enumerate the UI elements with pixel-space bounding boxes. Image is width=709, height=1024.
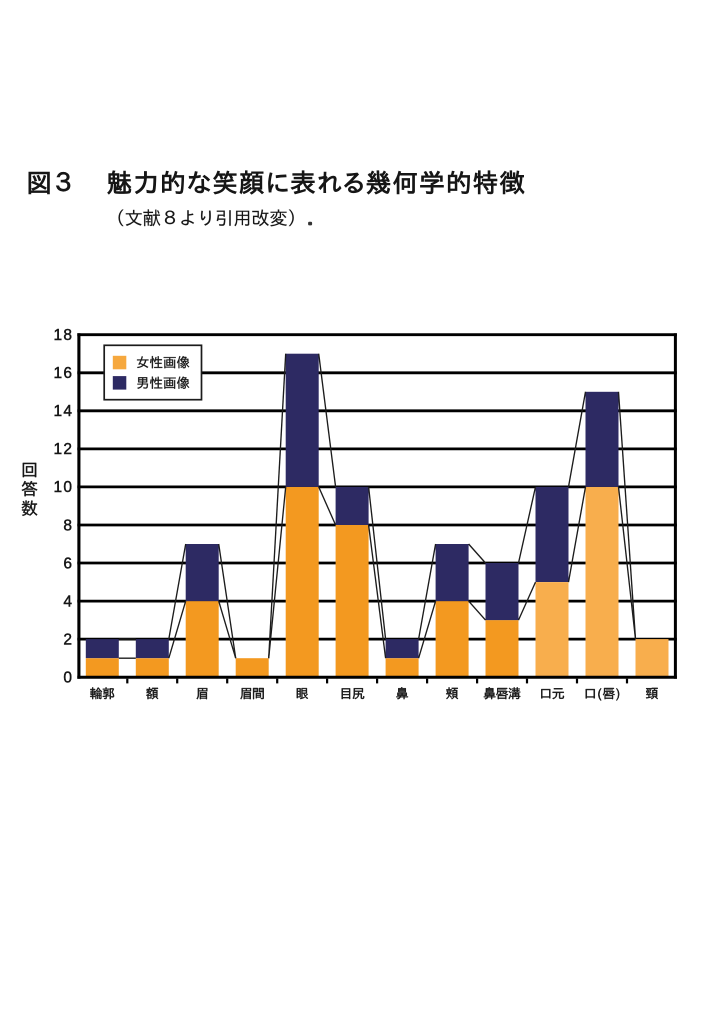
svg-text:2: 2 (63, 631, 73, 648)
svg-text:16: 16 (53, 365, 73, 382)
svg-text:4: 4 (63, 593, 73, 610)
svg-text:14: 14 (53, 403, 73, 420)
svg-text:10: 10 (53, 479, 73, 496)
svg-text:8: 8 (63, 517, 73, 534)
svg-text:6: 6 (63, 555, 73, 572)
svg-text:12: 12 (53, 441, 73, 458)
svg-text:18: 18 (53, 327, 73, 344)
svg-text:0: 0 (63, 670, 73, 687)
